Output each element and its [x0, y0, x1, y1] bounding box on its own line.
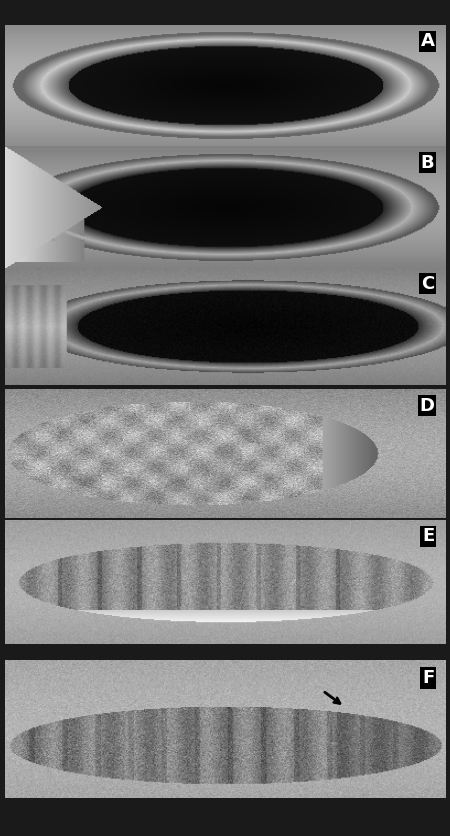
Text: C: C	[421, 274, 434, 293]
Text: F: F	[422, 669, 434, 686]
Text: E: E	[422, 528, 434, 545]
Text: D: D	[419, 396, 434, 415]
Text: A: A	[421, 33, 434, 50]
Text: B: B	[421, 154, 434, 171]
